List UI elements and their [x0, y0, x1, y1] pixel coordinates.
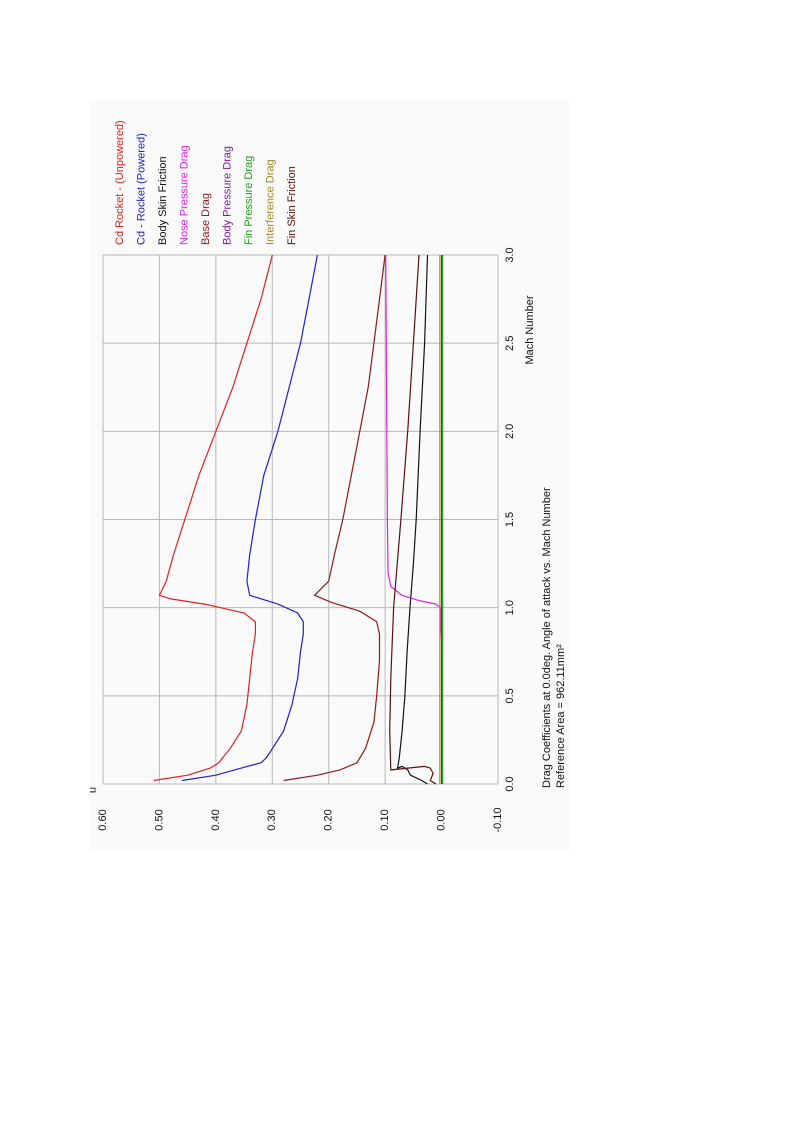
legend-item-1: Cd Rocket - (Unpowered): [114, 120, 126, 245]
x-tick-label: 1.5: [504, 512, 516, 527]
legend-item-3: Body Skin Friction: [157, 156, 169, 245]
y-tick-label: -0.10: [492, 807, 504, 832]
x-tick-label: 1.0: [504, 600, 516, 615]
y-tick-label: 0.20: [323, 809, 335, 830]
series-line-4: [385, 254, 443, 643]
x-tick-label: 3.0: [504, 247, 516, 262]
series-line-9: [389, 254, 437, 785]
series-line-1: [153, 254, 273, 782]
corner-label: []: [90, 787, 96, 793]
x-tick-label: 0.5: [504, 688, 516, 703]
legend-item-9: Fin Skin Friction: [286, 166, 298, 245]
y-tick-label: 0.40: [210, 809, 222, 830]
series-line-2: [181, 254, 318, 782]
y-tick-label: 0.50: [153, 809, 165, 830]
x-tick-label: 0.0: [504, 776, 516, 791]
y-tick-label: 0.10: [379, 809, 391, 830]
legend-item-6: Body Pressure Drag: [221, 146, 233, 245]
series-layer: [153, 254, 444, 785]
legend-item-5: Base Drag: [200, 193, 212, 245]
x-axis-label: Mach Number: [524, 295, 536, 364]
legend-item-2: Cd - Rocket (Powered): [135, 133, 147, 245]
chart-title: Drag Coefficients at 0.0deg. Angle of at…: [541, 487, 553, 788]
legend-item-4: Nose Pressure Drag: [178, 145, 190, 245]
tick-labels: 0.0 0.5 1.0 1.5 2.0 2.5 3.0 0.60 0.50 0.40 0.30 0.2…: [97, 247, 516, 832]
legend-item-8: Interference Drag: [264, 159, 276, 245]
series-line-5: [283, 254, 386, 782]
y-tick-label: 0.30: [266, 809, 278, 830]
legend-item-7: Fin Pressure Drag: [243, 156, 255, 245]
legend: Cd Rocket - (Unpowered) Cd - Rocket (Powe…: [114, 120, 298, 245]
x-tick-label: 2.5: [504, 336, 516, 351]
x-tick-label: 2.0: [504, 424, 516, 439]
series-line-3: [396, 254, 429, 785]
drag-coefficient-chart: 0.0 0.5 1.0 1.5 2.0 2.5 3.0 0.60 0.50 0.40 0.30 0.2…: [84, 120, 567, 832]
y-tick-label: 0.00: [435, 809, 447, 830]
chart-subtitle: Reference Area = 962.11mm²: [555, 644, 567, 788]
y-tick-label: 0.60: [97, 809, 109, 830]
chart-panel: 0.0 0.5 1.0 1.5 2.0 2.5 3.0 0.60 0.50 0.40 0.30 0.2…: [84, 100, 570, 850]
grid: [102, 254, 499, 785]
